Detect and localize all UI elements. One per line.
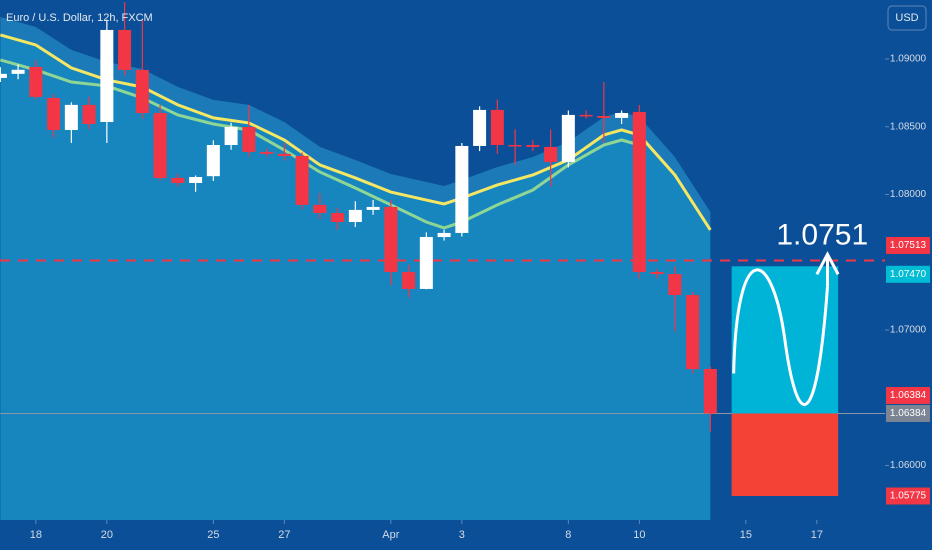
- x-tick-label: Apr: [382, 529, 399, 541]
- price-label-box: [886, 404, 930, 422]
- currency-label[interactable]: USD: [895, 12, 918, 24]
- x-tick-label: 3: [459, 529, 465, 541]
- ma-area: [0, 34, 711, 520]
- y-tick-label: 1.09000: [890, 54, 927, 65]
- candle-body: [561, 114, 575, 162]
- y-tick-label: 1.08000: [890, 189, 927, 200]
- candle-body: [0, 73, 7, 78]
- price-label: 1.07470: [890, 269, 927, 280]
- y-tick-label: 1.07000: [890, 325, 927, 336]
- x-tick-label: 17: [811, 529, 823, 541]
- annotation: 1.0751: [776, 218, 868, 251]
- wave-drawing: [732, 268, 829, 406]
- position-stop: [731, 413, 839, 497]
- candle-body: [615, 113, 629, 118]
- candle-body: [206, 145, 220, 177]
- x-tick-label: 27: [278, 529, 290, 541]
- x-tick-label: 20: [101, 529, 113, 541]
- x-tick-label: 18: [30, 529, 42, 541]
- price-label: 1.05775: [890, 491, 927, 502]
- candle-body: [686, 295, 700, 370]
- wave-arrow: [815, 251, 840, 287]
- y-tick-label: 1.08500: [890, 121, 927, 132]
- candle-body: [47, 97, 61, 130]
- candle-body: [490, 109, 504, 146]
- candle-body: [597, 116, 611, 118]
- candle-body: [366, 206, 380, 210]
- candle-body: [650, 271, 664, 275]
- candle-body: [437, 232, 451, 238]
- candle-body: [82, 104, 96, 125]
- candle-body: [295, 155, 309, 205]
- candle-body: [508, 145, 522, 147]
- price-label: 1.07513: [890, 240, 927, 251]
- price-label-box: [886, 487, 930, 505]
- candle-body: [135, 69, 149, 114]
- candle-body: [384, 206, 398, 272]
- price-label-box: [886, 236, 930, 254]
- candle-body: [277, 153, 291, 156]
- candle-body: [64, 104, 78, 130]
- candle-body: [703, 369, 717, 414]
- candle-body: [260, 151, 274, 154]
- y-tick-label: 1.06000: [890, 460, 927, 471]
- candle-body: [189, 176, 203, 183]
- candle-body: [632, 111, 646, 272]
- candle-body: [526, 145, 540, 147]
- price-label: 1.06384: [890, 408, 927, 419]
- ma-line: [0, 33, 712, 231]
- candle-body: [419, 237, 433, 289]
- candle-body: [544, 146, 558, 162]
- price-label-box: [886, 265, 930, 283]
- candle-body: [668, 274, 682, 296]
- candle-body: [118, 29, 132, 70]
- price-label-box: [886, 386, 930, 404]
- candle-body: [313, 204, 327, 214]
- currency-button[interactable]: [887, 5, 927, 31]
- candle-body: [473, 109, 487, 146]
- candle-body: [242, 126, 256, 152]
- candle-body: [579, 114, 593, 117]
- candle-body: [171, 177, 185, 183]
- candle-body: [11, 69, 25, 74]
- candle-body: [402, 271, 416, 289]
- x-tick-label: 10: [633, 529, 645, 541]
- x-tick-label: 15: [740, 529, 752, 541]
- candle-body: [455, 145, 469, 233]
- candle-body: [153, 113, 167, 178]
- x-tick-label: 8: [565, 529, 571, 541]
- x-tick-label: 25: [207, 529, 219, 541]
- candle-body: [100, 29, 114, 122]
- price-label: 1.06384: [890, 390, 927, 401]
- candle-body: [348, 209, 362, 222]
- candle-body: [331, 213, 345, 222]
- ma-line: [0, 58, 640, 230]
- candle-body: [29, 66, 43, 97]
- candle-body: [224, 126, 238, 146]
- chart-title: Euro / U.S. Dollar, 12h, FXCM: [6, 12, 153, 24]
